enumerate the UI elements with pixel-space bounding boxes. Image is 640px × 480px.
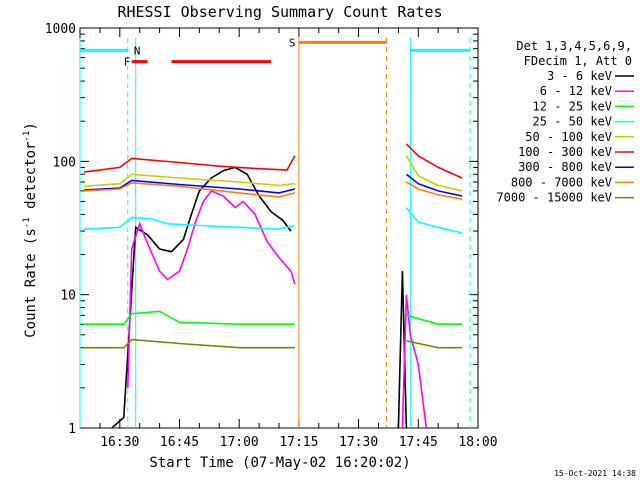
series-line — [405, 155, 463, 192]
x-tick-label: 17:45 — [399, 435, 438, 450]
series-line — [406, 314, 463, 326]
legend-label: 7000 - 15000 keV — [496, 191, 612, 205]
y-axis-label-part2: detector — [23, 142, 39, 218]
legend-label: 12 - 25 keV — [533, 99, 612, 113]
annotation-label: S — [289, 36, 296, 49]
annotation-label: F — [124, 56, 131, 69]
y-axis-label-part3: ) — [23, 122, 39, 130]
legend-label: 3 - 6 keV — [547, 69, 612, 83]
series-line — [84, 310, 295, 326]
series-line — [405, 173, 463, 197]
y-tick-label: 1 — [68, 422, 76, 437]
y-tick-label: 100 — [53, 155, 76, 170]
x-tick-label: 18:00 — [458, 435, 497, 450]
series-line — [83, 173, 295, 188]
y-tick-label: 10 — [60, 289, 76, 304]
x-tick-label: 17:30 — [339, 435, 378, 450]
legend-header-line2: FDecim 1, Att 0 — [524, 54, 632, 68]
legend-label: 100 - 300 keV — [518, 145, 612, 159]
annotation-bars: NF S — [80, 36, 471, 69]
legend-label: 25 - 50 keV — [533, 115, 612, 129]
y-axis-label: Count Rate (s-1 detector-1) — [22, 122, 39, 338]
annotation-label: N — [134, 44, 141, 57]
footer-timestamp: 15-Oct-2021 14:38 — [554, 469, 636, 478]
legend-label: 300 - 800 keV — [518, 160, 612, 174]
series-line — [83, 181, 296, 198]
legend: Det 1,3,4,5,6,9, FDecim 1, Att 0 3 - 6 k… — [496, 39, 634, 205]
x-tick-label: 17:00 — [220, 435, 259, 450]
vertical-markers — [79, 38, 471, 428]
y-axis-label-part1: Count Rate (s — [23, 228, 39, 338]
series-line — [127, 189, 296, 388]
series-line — [84, 338, 295, 349]
legend-header-line1: Det 1,3,4,5,6,9, — [516, 39, 632, 53]
x-axis: 16:30 16:45 17:00 17:15 17:30 17:45 18:00 — [79, 28, 498, 450]
series-line — [405, 181, 463, 200]
x-tick-label: 16:45 — [160, 435, 199, 450]
y-axis-label-sup1: -1 — [22, 217, 32, 228]
series-line — [405, 143, 463, 179]
legend-label: 6 - 12 keV — [540, 84, 612, 98]
y-axis-label-sup2: -1 — [22, 131, 32, 142]
x-tick-label: 17:15 — [279, 435, 318, 450]
y-axis: 1 10 100 1000 — [45, 22, 478, 437]
series-line — [406, 340, 463, 349]
x-axis-label: Start Time (07-May-02 16:20:02) — [149, 455, 410, 471]
legend-label: 800 - 7000 keV — [511, 175, 612, 189]
legend-label: 50 - 100 keV — [525, 130, 612, 144]
series-line — [405, 207, 463, 234]
series-line — [83, 216, 296, 231]
series-line — [401, 294, 428, 429]
series-lines — [83, 143, 463, 429]
y-tick-label: 1000 — [45, 22, 76, 37]
series-line — [83, 155, 296, 173]
x-tick-label: 16:30 — [100, 435, 139, 450]
series-line — [397, 271, 408, 429]
chart-title: RHESSI Observing Summary Count Rates — [117, 3, 442, 21]
